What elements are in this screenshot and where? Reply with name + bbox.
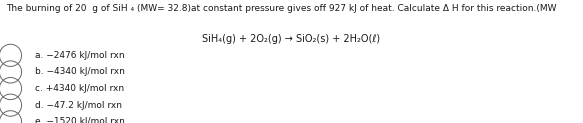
Text: e. −1520 kJ/mol rxn: e. −1520 kJ/mol rxn — [35, 117, 125, 123]
Text: c. +4340 kJ/mol rxn: c. +4340 kJ/mol rxn — [35, 84, 124, 93]
Text: SiH₄(g) + 2O₂(g) → SiO₂(s) + 2H₂O(ℓ): SiH₄(g) + 2O₂(g) → SiO₂(s) + 2H₂O(ℓ) — [202, 34, 381, 44]
Text: The burning of 20  g of SiH ₄ (MW= 32.8)at constant pressure gives off 927 kJ of: The burning of 20 g of SiH ₄ (MW= 32.8)a… — [6, 4, 556, 13]
Text: d. −47.2 kJ/mol rxn: d. −47.2 kJ/mol rxn — [35, 101, 122, 110]
Text: a. −2476 kJ/mol rxn: a. −2476 kJ/mol rxn — [35, 51, 125, 60]
Text: b. −4340 kJ/mol rxn: b. −4340 kJ/mol rxn — [35, 67, 125, 77]
